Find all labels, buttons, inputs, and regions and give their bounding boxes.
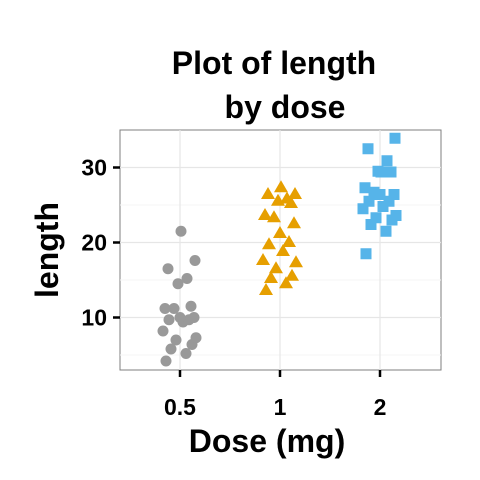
data-point-circle <box>180 348 192 359</box>
data-point-triangle <box>276 244 290 257</box>
x-axis-title: Dose (mg) <box>189 423 345 459</box>
y-tick-label: 30 <box>81 155 107 181</box>
data-point-circle <box>162 263 174 275</box>
data-point-circle <box>170 334 182 346</box>
axis-ticks: 10 20 30 0.5 1 2 <box>81 155 386 421</box>
data-point-square <box>370 212 382 224</box>
x-tick-label: 0.5 <box>164 394 196 420</box>
data-point-triangle <box>273 226 287 239</box>
data-point-square <box>383 195 395 207</box>
data-point-square <box>388 189 400 200</box>
data-point-square <box>381 155 393 167</box>
data-point-square <box>390 210 402 221</box>
data-point-square <box>385 166 397 178</box>
x-tick-label: 2 <box>374 394 387 420</box>
data-points <box>157 132 402 367</box>
data-point-circle <box>159 303 171 314</box>
y-tick-label: 10 <box>81 305 107 331</box>
data-point-circle <box>185 300 197 312</box>
data-point-square <box>374 189 386 200</box>
data-point-circle <box>172 278 184 290</box>
data-point-triangle <box>258 208 272 221</box>
chart-title-line-1: Plot of length <box>172 45 376 81</box>
data-point-triangle <box>262 237 276 250</box>
data-point-triangle <box>288 187 302 200</box>
data-point-square <box>368 186 380 198</box>
chart-title-line-2: by dose <box>225 89 346 125</box>
data-point-circle <box>157 325 169 337</box>
data-point-triangle <box>264 271 278 284</box>
x-tick-label: 1 <box>274 394 287 420</box>
data-point-triangle <box>285 268 299 281</box>
y-tick-label: 20 <box>81 230 107 256</box>
data-point-square <box>357 203 369 215</box>
data-point-triangle <box>279 276 293 289</box>
y-axis-title: length <box>29 202 65 298</box>
data-point-square <box>375 166 387 178</box>
data-point-circle <box>181 273 193 284</box>
data-point-triangle <box>280 191 294 204</box>
data-point-square <box>362 143 374 155</box>
data-point-circle <box>165 343 177 355</box>
data-point-circle <box>188 312 200 323</box>
data-point-square <box>365 219 377 230</box>
data-point-circle <box>190 332 202 344</box>
data-point-triangle <box>259 283 273 296</box>
data-point-square <box>360 248 372 260</box>
data-point-triangle <box>287 216 301 229</box>
data-point-square <box>377 201 389 212</box>
data-point-circle <box>174 312 186 323</box>
data-point-square <box>389 132 401 144</box>
data-point-square <box>363 195 375 207</box>
data-point-triangle <box>261 187 275 200</box>
data-point-circle <box>175 225 187 237</box>
data-point-circle <box>189 255 201 266</box>
data-point-triangle <box>274 180 288 193</box>
data-point-circle <box>160 355 172 367</box>
data-point-square <box>380 225 392 237</box>
data-point-circle <box>163 314 175 326</box>
data-point-square <box>359 182 371 194</box>
data-point-circle <box>168 303 180 314</box>
data-point-triangle <box>289 255 303 268</box>
data-point-triangle <box>282 235 296 248</box>
data-point-triangle <box>256 253 270 266</box>
data-point-triangle <box>269 261 283 274</box>
